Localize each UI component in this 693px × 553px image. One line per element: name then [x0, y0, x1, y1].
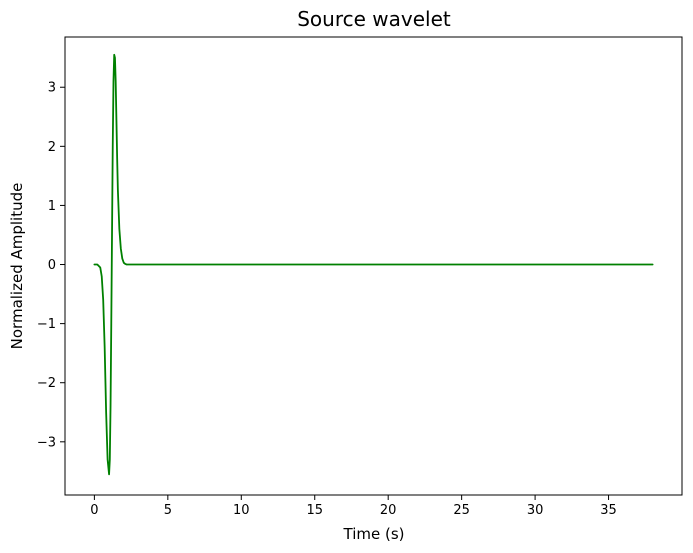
series-line: [93, 53, 654, 476]
x-tick-label: 25: [453, 503, 470, 518]
x-tick-label: 0: [90, 503, 98, 518]
x-tick-label: 35: [600, 503, 617, 518]
y-tick-label: −1: [37, 317, 56, 332]
x-tick-label: 30: [527, 503, 544, 518]
x-axis-ticks: 0 5 10 15 20 25 30 35: [90, 495, 617, 518]
chart-title: Source wavelet: [297, 7, 451, 31]
x-axis-label: Time (s): [343, 525, 405, 543]
x-tick-label: 5: [164, 503, 172, 518]
y-tick-label: −2: [37, 376, 56, 391]
y-tick-label: −3: [37, 435, 56, 450]
plot-area: [93, 53, 654, 476]
y-tick-label: 0: [48, 258, 56, 273]
x-tick-label: 10: [233, 503, 250, 518]
y-tick-label: 2: [48, 140, 56, 155]
y-axis-label: Normalized Amplitude: [8, 183, 26, 350]
x-tick-label: 15: [306, 503, 323, 518]
y-tick-label: 3: [48, 81, 56, 96]
y-tick-label: 1: [48, 199, 56, 214]
y-axis-ticks: −3 −2 −1 0 1 2 3: [37, 81, 65, 450]
plot-frame: [64, 36, 683, 496]
x-tick-label: 20: [380, 503, 397, 518]
